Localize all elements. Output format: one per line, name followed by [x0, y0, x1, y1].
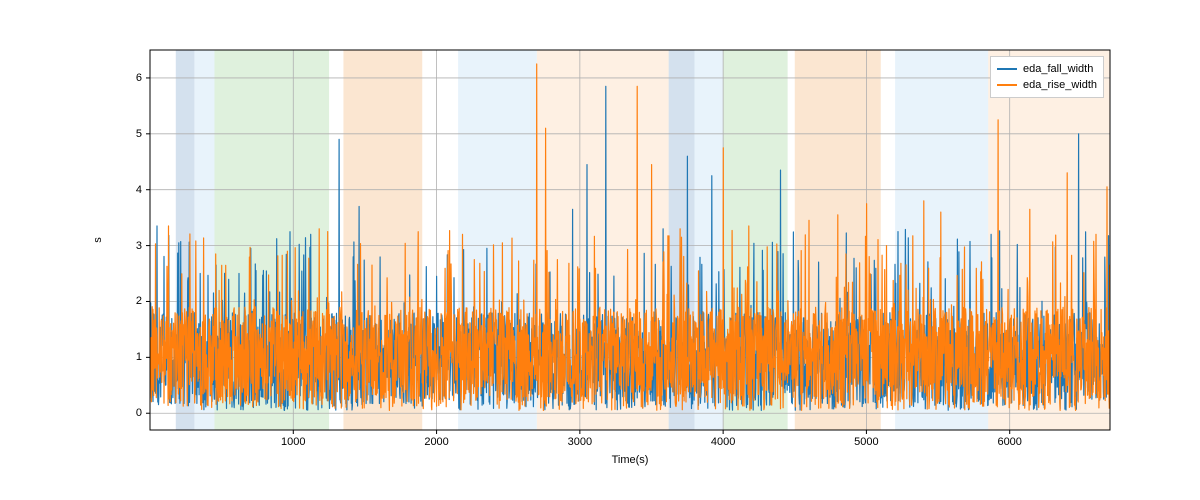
chart-container: Time(s) s 1000 2000 3000 4000 5000 6000 0 1 2 3 4…: [0, 0, 1200, 500]
x-tick-label: 4000: [711, 436, 735, 448]
y-axis-label: s: [92, 237, 104, 243]
y-tick-label: 0: [112, 407, 142, 419]
y-tick-label: 5: [112, 128, 142, 140]
legend-label-fall: eda_fall_width: [1023, 61, 1093, 77]
legend-swatch-fall: [997, 68, 1017, 70]
legend-label-rise: eda_rise_width: [1023, 77, 1097, 93]
y-tick-label: 4: [112, 184, 142, 196]
legend-item-rise: eda_rise_width: [997, 77, 1097, 93]
y-tick-label: 3: [112, 240, 142, 252]
legend-swatch-rise: [997, 84, 1017, 86]
legend: eda_fall_width eda_rise_width: [990, 56, 1104, 98]
x-tick-label: 1000: [281, 436, 305, 448]
y-tick-label: 2: [112, 295, 142, 307]
x-axis-label: Time(s): [612, 454, 649, 466]
y-tick-label: 1: [112, 351, 142, 363]
y-tick-label: 6: [112, 72, 142, 84]
x-tick-label: 6000: [997, 436, 1021, 448]
x-tick-label: 2000: [424, 436, 448, 448]
x-tick-label: 5000: [854, 436, 878, 448]
legend-item-fall: eda_fall_width: [997, 61, 1097, 77]
x-tick-label: 3000: [568, 436, 592, 448]
